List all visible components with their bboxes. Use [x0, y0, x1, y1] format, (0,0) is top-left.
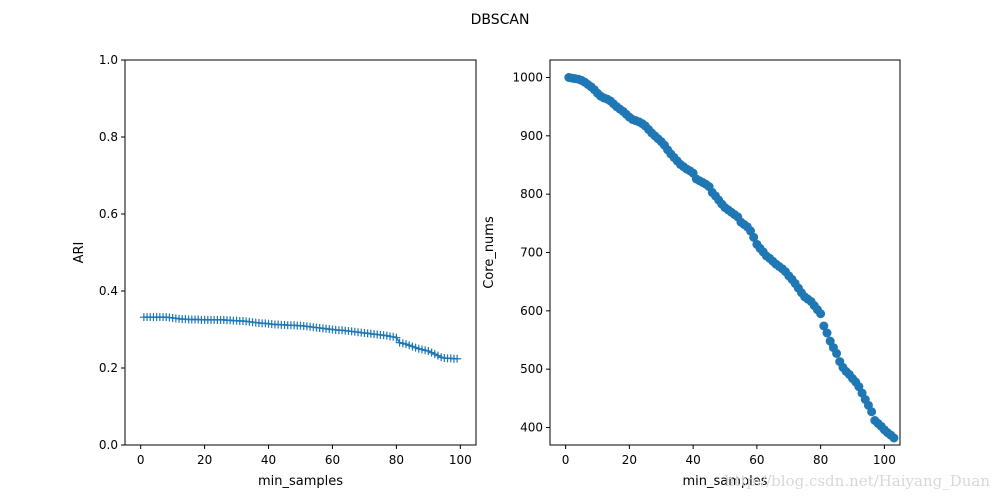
x-tick-label: 60: [325, 453, 340, 467]
y-tick-label: 1.0: [99, 53, 118, 67]
y-tick-label: 400: [520, 421, 543, 435]
y-axis-label: Core_nums: [482, 216, 497, 289]
y-tick-label: 1000: [512, 71, 543, 85]
x-tick-label: 0: [137, 453, 145, 467]
figure-title: DBSCAN: [471, 12, 530, 28]
scatter-point: [822, 328, 832, 338]
x-tick-label: 100: [873, 453, 896, 467]
x-tick-label: 20: [622, 453, 637, 467]
axes-frame: [549, 59, 901, 446]
x-tick-label: 20: [197, 453, 212, 467]
y-tick-label: 0.8: [99, 130, 118, 144]
y-tick-label: 900: [520, 129, 543, 143]
y-axis-label: ARI: [72, 242, 87, 264]
x-tick-label: 100: [449, 453, 472, 467]
scatter-point: [889, 433, 899, 443]
x-axis-label: min_samples: [682, 474, 767, 489]
y-tick-label: 600: [520, 304, 543, 318]
y-tick-label: 500: [520, 362, 543, 376]
scatter-point: [832, 348, 842, 358]
core-nums-subplot: 0 20 40 60 80 100 400 500 600 700 800 900 1000 min_sa…: [482, 59, 901, 489]
x-tick-label: 0: [562, 453, 570, 467]
y-tick-label: 0.6: [99, 207, 118, 221]
plus-marker: [453, 354, 462, 363]
y-tick-label: 0.2: [99, 361, 118, 375]
x-tick-label: 80: [389, 453, 404, 467]
x-tick-label: 60: [749, 453, 764, 467]
scatter-point: [749, 232, 759, 242]
scatter-point: [819, 321, 829, 331]
x-tick-label: 40: [685, 453, 700, 467]
scatter-point: [867, 407, 877, 417]
watermark-text: http://blog.csdn.net/Haiyang_Duan: [725, 472, 991, 490]
axes-frame: [124, 59, 477, 446]
x-tick-label: 80: [813, 453, 828, 467]
y-tick-label: 0.0: [99, 438, 118, 452]
plus-marker: [392, 333, 401, 342]
ari-subplot: 0 20 40 60 80 100 0.0 0.2 0.4 0.6 0.8 1.0 min_sample…: [72, 53, 477, 489]
y-tick-label: 800: [520, 187, 543, 201]
scatter-point: [816, 309, 826, 319]
x-tick-label: 40: [261, 453, 276, 467]
y-tick-label: 0.4: [99, 284, 118, 298]
y-tick-label: 700: [520, 246, 543, 260]
x-axis-label: min_samples: [258, 474, 343, 489]
